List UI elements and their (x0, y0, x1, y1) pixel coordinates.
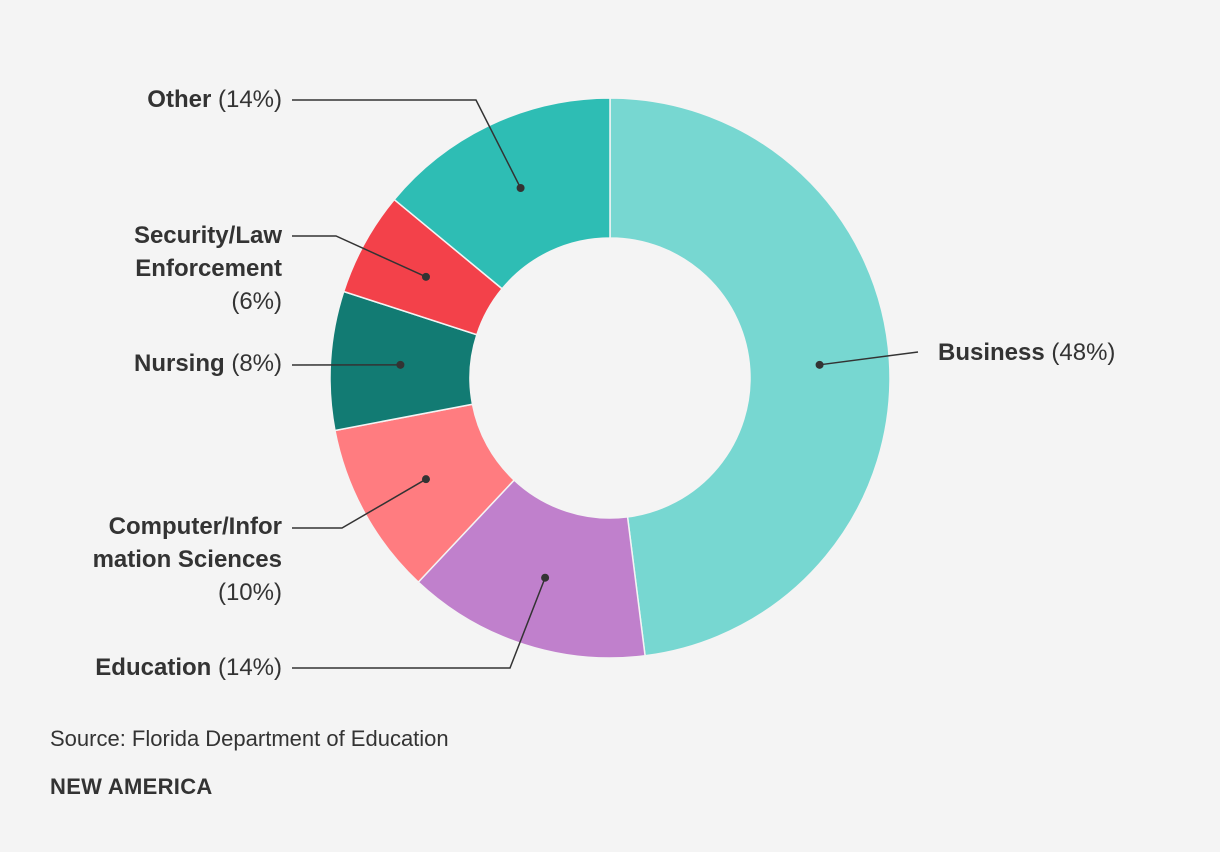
brand-logo-text: NEW AMERICA (50, 774, 213, 799)
slice-education (417, 478, 646, 659)
leader-line (292, 235, 427, 278)
leader-dot (815, 360, 824, 369)
data-label: Other (14%) (147, 86, 282, 113)
leader-dot (421, 272, 430, 281)
leader-dot (541, 573, 550, 582)
data-label: Education (14%) (95, 654, 282, 681)
leader-dot (396, 360, 405, 369)
source-note: Source: Florida Department of Education (50, 726, 449, 751)
slice-business (609, 97, 891, 657)
leader-dot (516, 183, 525, 192)
leader-line (292, 478, 427, 529)
data-label: Nursing (8%) (134, 350, 282, 377)
leader-line (292, 99, 522, 189)
data-label: Security/Law Enforcement (6%) (134, 222, 282, 315)
leader-dot (421, 475, 430, 484)
leader-line (292, 577, 546, 669)
leader-line (819, 351, 919, 366)
data-label: Business (48%) (938, 339, 1115, 366)
slice-other (393, 97, 611, 290)
data-label: Computer/Infor mation Sciences (10%) (93, 513, 282, 606)
